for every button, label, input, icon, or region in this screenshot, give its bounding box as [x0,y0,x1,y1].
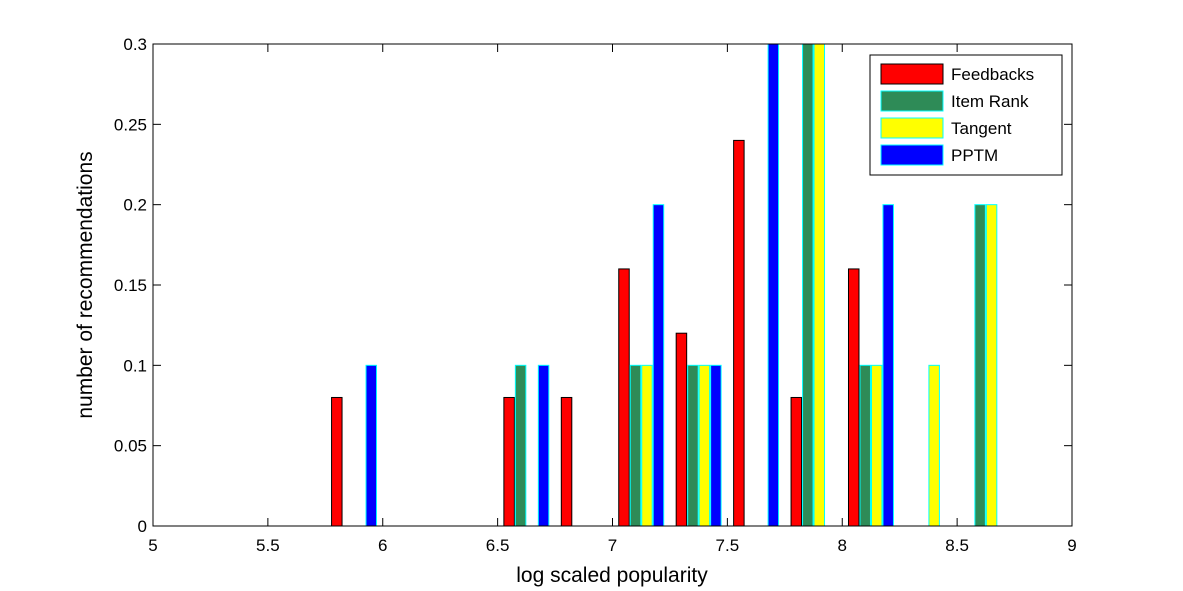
y-tick-label-2: 0.1 [123,356,147,375]
bar-feedbacks-12 [847,268,860,527]
y-tick-label-5: 0.25 [114,115,147,134]
x-axis-label: log scaled popularity [516,564,708,587]
bar-feedbacks-10 [733,139,745,527]
x-tick-label-7: 8.5 [945,536,969,555]
x-tick-label-4: 7 [608,536,617,555]
ticks-group: 5 5.5 6 6.5 7 7.5 8 8.5 9 0 0.05 0.1 0.15 0.2 0.25 0.3 [114,35,1077,555]
legend-swatch-pptm [880,144,944,166]
bar-tangent-12 [870,364,883,527]
bar-pptm-6 [537,364,550,527]
legend-label-feedbacks: Feedbacks [951,65,1034,84]
bar-tangent-11 [813,43,826,527]
bar-feedbacks-9 [675,332,688,527]
bar-feedbacks-7 [560,396,573,527]
x-tick-label-1: 5.5 [256,536,280,555]
legend-swatch-tangent [880,117,944,139]
y-tick-label-4: 0.2 [123,196,147,215]
bar-tangent-13 [928,364,940,527]
y-tick-label-0: 0 [138,517,147,536]
bar-pptm-12 [882,204,894,527]
bar-feedbacks-8 [618,268,630,527]
legend-label-item-rank: Item Rank [951,92,1029,111]
bar-pptm-3 [365,364,378,527]
bar-tangent-9 [698,364,711,527]
y-axis-label: number of recommendations [74,151,97,418]
bar-item-rank-8 [629,364,642,527]
bar-feedbacks-11 [790,396,803,527]
x-tick-label-0: 5 [148,536,157,555]
y-tick-label-1: 0.05 [114,437,147,456]
bar-pptm-10 [767,43,780,527]
bar-item-rank-14 [974,204,986,527]
bar-feedbacks-3 [331,396,343,527]
bar-item-rank-11 [802,43,814,527]
bar-item-rank-9 [687,364,699,527]
bar-item-rank-6 [514,364,527,527]
bar-tangent-8 [641,364,653,527]
y-tick-label-3: 0.15 [114,276,147,295]
bar-item-rank-12 [859,364,871,527]
legend: Feedbacks Item Rank Tangent PPTM [869,54,1063,176]
legend-label-tangent: Tangent [951,119,1012,138]
bar-tangent-14 [985,204,998,527]
legend-swatch-item-rank [880,90,944,112]
x-tick-label-5: 7.5 [716,536,740,555]
x-tick-label-8: 9 [1067,536,1076,555]
bar-pptm-8 [652,204,665,527]
x-tick-label-2: 6 [378,536,387,555]
x-tick-label-6: 8 [838,536,847,555]
bar-pptm-9 [710,364,722,527]
legend-label-pptm: PPTM [951,146,998,165]
x-tick-label-3: 6.5 [486,536,510,555]
legend-swatch-feedbacks [880,63,944,85]
bar-feedbacks-6 [503,396,515,527]
y-tick-label-6: 0.3 [123,35,147,54]
